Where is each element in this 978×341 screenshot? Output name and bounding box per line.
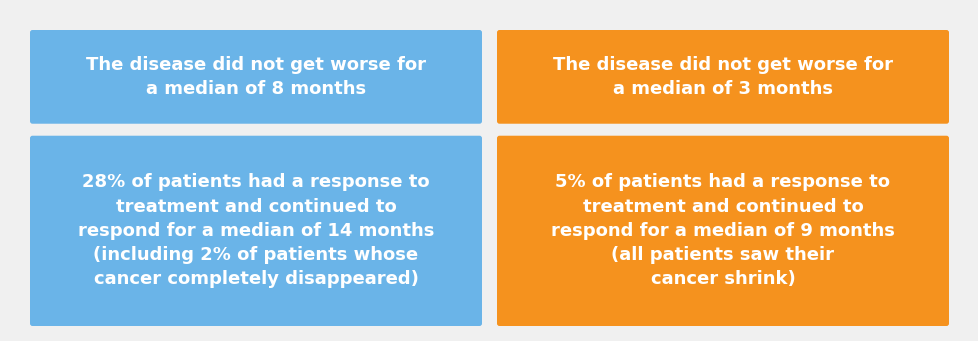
FancyBboxPatch shape <box>497 136 948 326</box>
Text: 5% of patients had a response to
treatment and continued to
respond for a median: 5% of patients had a response to treatme… <box>551 173 894 288</box>
FancyBboxPatch shape <box>497 30 948 124</box>
Text: The disease did not get worse for
a median of 3 months: The disease did not get worse for a medi… <box>553 56 892 98</box>
Text: 28% of patients had a response to
treatment and continued to
respond for a media: 28% of patients had a response to treatm… <box>77 173 434 288</box>
FancyBboxPatch shape <box>30 136 481 326</box>
FancyBboxPatch shape <box>30 30 481 124</box>
Text: The disease did not get worse for
a median of 8 months: The disease did not get worse for a medi… <box>86 56 425 98</box>
